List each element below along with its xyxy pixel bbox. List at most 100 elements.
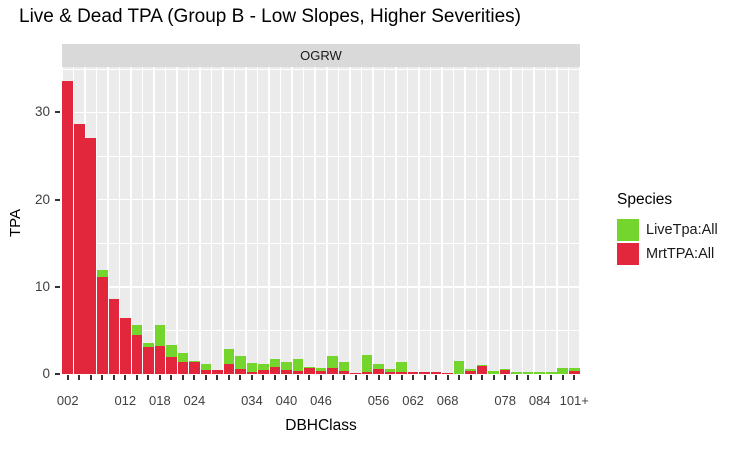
vgrid-line <box>441 67 443 374</box>
y-tick-label: 20 <box>34 191 50 207</box>
bar-mrttpa <box>465 371 476 374</box>
bar-livetpa <box>177 353 189 362</box>
x-tick <box>573 375 576 380</box>
bar-mrttpa <box>189 361 200 374</box>
bar-mrttpa <box>315 371 327 374</box>
x-tick <box>504 375 507 380</box>
bar-mrttpa <box>269 366 281 374</box>
hgrid-major-line <box>62 286 580 288</box>
x-tick-label: 084 <box>528 393 551 408</box>
x-tick-label: 024 <box>183 393 206 408</box>
bar-livetpa <box>166 345 177 357</box>
bar-livetpa <box>258 363 269 371</box>
vgrid-line <box>452 67 455 374</box>
bar-livetpa <box>131 325 143 335</box>
bar-mrttpa <box>235 369 246 374</box>
vgrid-line <box>487 67 489 374</box>
bar-livetpa <box>488 370 499 374</box>
facet-strip: OGRW <box>62 44 580 67</box>
bar-mrttpa <box>246 371 258 374</box>
bar-livetpa <box>511 371 522 374</box>
vgrid-line <box>579 67 580 374</box>
bar-livetpa <box>361 355 373 372</box>
x-tick <box>400 375 403 380</box>
bar-livetpa <box>189 360 200 362</box>
bar-livetpa <box>96 270 108 278</box>
vgrid-line <box>222 67 224 374</box>
x-tick <box>66 375 69 380</box>
vgrid-line <box>395 67 397 374</box>
bar-mrttpa <box>384 371 396 374</box>
x-tick-label: 056 <box>367 393 390 408</box>
x-tick <box>158 375 161 380</box>
bar-mrttpa <box>407 371 419 374</box>
bar-livetpa <box>545 371 557 374</box>
bar-mrttpa <box>396 371 407 374</box>
bar-mrttpa <box>177 361 189 374</box>
vgrid-line <box>337 67 340 374</box>
legend-swatch-mrttpa-icon <box>617 243 639 265</box>
x-tick <box>308 375 311 380</box>
bar-mrttpa <box>62 80 74 374</box>
vgrid-line <box>153 67 155 374</box>
bar-livetpa <box>499 368 511 370</box>
vgrid-line <box>187 67 190 374</box>
vgrid-line <box>314 67 316 374</box>
bar-mrttpa <box>120 318 131 374</box>
vgrid-line <box>349 67 351 374</box>
hgrid-major-line <box>62 111 580 114</box>
vgrid-line <box>199 67 201 374</box>
bar-mrttpa <box>154 346 166 374</box>
bar-livetpa <box>465 369 476 372</box>
bar-mrttpa <box>304 367 315 374</box>
x-tick-label: 062 <box>402 393 424 408</box>
bar-livetpa <box>235 356 246 370</box>
bar-livetpa <box>453 361 465 374</box>
x-tick-label: 046 <box>310 393 332 408</box>
bar-mrttpa <box>292 370 304 374</box>
bar-mrttpa <box>350 373 361 374</box>
bar-livetpa <box>568 368 580 372</box>
hgrid-minor-line <box>62 330 580 332</box>
x-tick <box>320 375 322 380</box>
bar-livetpa <box>534 371 545 374</box>
bar-livetpa <box>223 348 235 364</box>
plot-panel <box>62 67 580 374</box>
vgrid-line <box>567 67 570 374</box>
x-tick <box>124 375 127 380</box>
vgrid-line <box>176 67 178 374</box>
x-tick <box>331 375 334 380</box>
bar-livetpa <box>143 343 154 347</box>
vgrid-line <box>141 67 144 374</box>
bar-mrttpa <box>258 370 269 374</box>
legend-item-livetpa: LiveTpa:All <box>617 219 718 241</box>
hgrid-minor-line <box>62 68 580 70</box>
bar-mrttpa <box>166 356 177 374</box>
vgrid-line <box>556 67 558 374</box>
bar-mrttpa <box>281 370 292 374</box>
y-tick <box>55 373 60 375</box>
vgrid-line <box>84 67 86 374</box>
bar-mrttpa <box>568 371 580 374</box>
bar-mrttpa <box>96 277 108 374</box>
x-tick-label: 002 <box>56 393 79 408</box>
legend-title: Species <box>617 191 673 208</box>
vgrid-line <box>210 67 213 374</box>
facet-label: OGRW <box>300 48 342 63</box>
legend: Species LiveTpa:All MrtTPA:All <box>617 191 718 267</box>
vgrid-line <box>383 67 386 374</box>
x-tick-label: 034 <box>241 393 263 408</box>
x-tick <box>354 375 357 380</box>
bar-livetpa <box>200 363 212 370</box>
x-tick <box>412 375 415 380</box>
x-tick <box>89 375 92 380</box>
vgrid-line <box>107 67 109 374</box>
bar-mrttpa <box>338 371 350 374</box>
vgrid-line <box>279 67 282 374</box>
bar-livetpa <box>557 368 569 374</box>
vgrid-line <box>302 67 305 374</box>
x-tick <box>527 375 530 380</box>
x-tick <box>515 375 518 380</box>
x-tick <box>112 375 115 380</box>
bar-livetpa <box>396 361 407 372</box>
